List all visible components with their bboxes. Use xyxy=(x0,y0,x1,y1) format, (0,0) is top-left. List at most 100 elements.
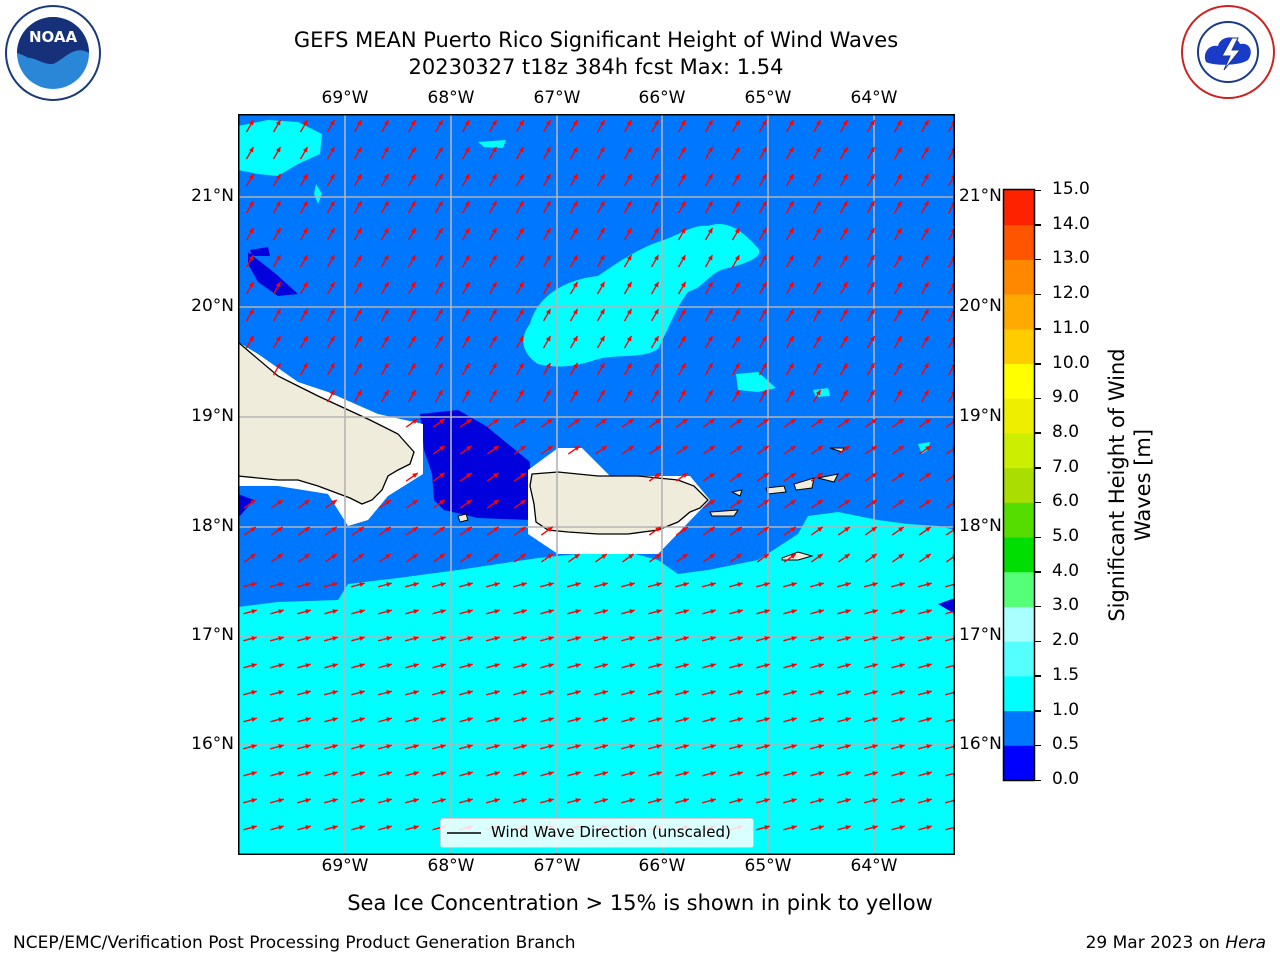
wave-direction-arrow xyxy=(567,744,581,750)
wave-direction-arrow xyxy=(272,146,282,160)
wave-direction-arrow xyxy=(326,308,336,322)
wave-direction-arrow xyxy=(243,690,257,696)
wave-direction-arrow xyxy=(837,609,851,615)
wave-direction-arrow xyxy=(596,227,606,241)
wave-direction-arrow xyxy=(785,335,795,349)
wave-direction-arrow xyxy=(648,472,662,482)
wave-direction-arrow xyxy=(837,825,851,831)
wave-direction-arrow xyxy=(515,254,525,268)
wave-direction-arrow xyxy=(299,227,309,241)
wave-direction-arrow xyxy=(405,690,419,696)
wave-direction-arrow xyxy=(299,119,309,133)
wave-direction-arrow xyxy=(891,582,905,588)
island xyxy=(817,473,839,483)
wave-direction-arrow xyxy=(432,499,446,509)
colorbar-tick-label: 11.0 xyxy=(1052,317,1090,338)
wave-direction-arrow xyxy=(864,499,878,509)
wave-direction-arrow xyxy=(893,173,903,187)
wave-direction-arrow xyxy=(837,418,851,428)
wave-direction-arrow xyxy=(866,362,876,376)
wave-direction-arrow xyxy=(245,308,255,322)
wave-direction-arrow xyxy=(297,690,311,696)
lon-tick-label: 67°W xyxy=(533,856,581,876)
wave-region-high xyxy=(736,372,776,392)
wave-direction-arrow xyxy=(812,173,822,187)
wave-direction-arrow xyxy=(839,227,849,241)
wave-direction-arrow xyxy=(243,609,257,615)
lon-tick-label: 65°W xyxy=(744,88,792,108)
wave-direction-arrow xyxy=(756,825,770,831)
wave-direction-arrow xyxy=(459,663,473,669)
wave-direction-arrow xyxy=(353,281,363,295)
wave-direction-arrow xyxy=(758,254,768,268)
lon-tick-label: 65°W xyxy=(744,856,792,876)
wave-direction-arrow xyxy=(918,609,932,615)
wave-direction-arrow xyxy=(594,418,608,428)
wave-direction-arrow xyxy=(407,362,417,376)
wave-direction-arrow xyxy=(756,798,770,804)
wave-direction-arrow xyxy=(432,582,446,588)
wave-direction-arrow xyxy=(488,389,498,403)
wave-direction-arrow xyxy=(434,119,444,133)
wave-direction-arrow xyxy=(351,526,365,536)
wave-direction-arrow xyxy=(486,690,500,696)
wave-direction-arrow xyxy=(783,582,797,588)
wave-direction-arrow xyxy=(594,445,608,455)
wave-direction-arrow xyxy=(623,308,633,322)
wave-direction-arrow xyxy=(569,281,579,295)
lat-tick-label: 21°N xyxy=(959,186,1002,206)
wave-direction-arrow xyxy=(594,771,608,777)
wave-direction-arrow xyxy=(756,582,770,588)
wave-region-low xyxy=(248,252,298,296)
wave-direction-arrow xyxy=(729,636,743,642)
wave-direction-arrow xyxy=(596,335,606,349)
wave-direction-arrow xyxy=(677,281,687,295)
wave-direction-arrow xyxy=(461,281,471,295)
wave-direction-arrow xyxy=(594,744,608,750)
wave-direction-arrow xyxy=(245,281,255,295)
wave-direction-arrow xyxy=(810,445,824,455)
lon-tick-label: 64°W xyxy=(850,88,898,108)
wave-direction-arrow xyxy=(756,744,770,750)
wave-direction-arrow xyxy=(864,663,878,669)
wave-direction-arrow xyxy=(675,636,689,642)
wave-direction-arrow xyxy=(351,690,365,696)
wave-direction-arrow xyxy=(702,798,716,804)
wave-direction-arrow xyxy=(486,526,500,536)
wave-direction-arrow xyxy=(837,445,851,455)
wave-direction-arrow xyxy=(353,254,363,268)
lon-tick-label: 64°W xyxy=(850,856,898,876)
wave-direction-arrow xyxy=(432,744,446,750)
wave-direction-arrow xyxy=(675,418,689,428)
wave-direction-arrow xyxy=(675,717,689,723)
wave-direction-arrow xyxy=(596,362,606,376)
wave-direction-arrow xyxy=(623,146,633,160)
wave-direction-arrow xyxy=(405,499,419,509)
colorbar-segment xyxy=(1004,294,1034,330)
wave-direction-arrow xyxy=(704,281,714,295)
wave-direction-arrow xyxy=(648,663,662,669)
wave-direction-arrow xyxy=(677,119,687,133)
colorbar-tick-label: 8.0 xyxy=(1052,421,1080,442)
wave-direction-arrow xyxy=(648,553,662,563)
wave-direction-arrow xyxy=(542,173,552,187)
wave-direction-arrow xyxy=(729,717,743,723)
wave-direction-arrow xyxy=(864,582,878,588)
wave-direction-arrow xyxy=(812,227,822,241)
wave-direction-arrow xyxy=(891,445,905,455)
wave-direction-arrow xyxy=(864,825,878,831)
wave-direction-arrow xyxy=(434,281,444,295)
lat-tick-label: 16°N xyxy=(191,734,234,754)
wave-direction-arrow xyxy=(351,636,365,642)
wave-direction-arrow xyxy=(513,499,527,509)
wave-direction-arrow xyxy=(756,663,770,669)
colorbar-tick-mark xyxy=(1035,189,1041,191)
wave-direction-arrow xyxy=(569,200,579,214)
wave-direction-arrow xyxy=(729,798,743,804)
wave-direction-arrow xyxy=(839,335,849,349)
wave-direction-arrow xyxy=(650,308,660,322)
colorbar-segment xyxy=(1004,467,1034,503)
wave-direction-arrow xyxy=(407,146,417,160)
wave-direction-arrow xyxy=(758,335,768,349)
wave-direction-arrow xyxy=(650,146,660,160)
